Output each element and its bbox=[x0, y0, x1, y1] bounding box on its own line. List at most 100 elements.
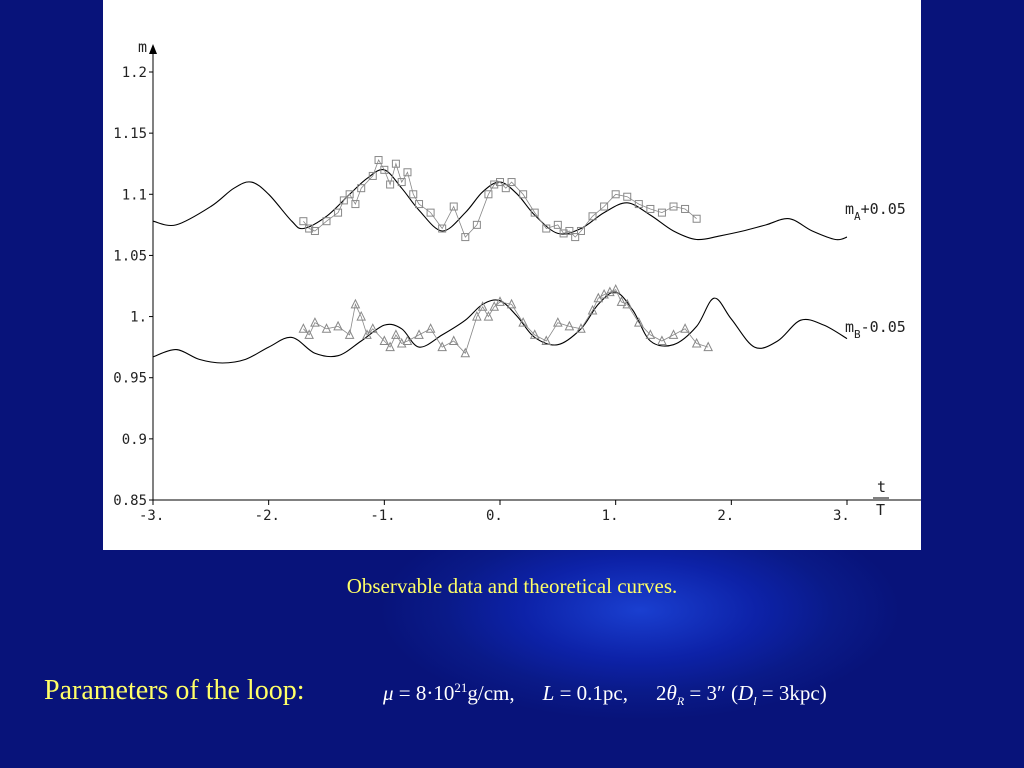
data-point-triangle bbox=[599, 288, 609, 299]
data-point-triangle bbox=[472, 310, 482, 321]
theta-symbol: θ bbox=[666, 681, 677, 705]
observed-series-square bbox=[299, 156, 701, 242]
chart-svg: -3. -2. -1. 0. 1. 2. 3. 0.85 0.9 0.95 1. 1.05 1.1 1.1… bbox=[113, 38, 921, 524]
data-point-square bbox=[565, 226, 574, 235]
data-point-square bbox=[461, 233, 470, 242]
data-point-triangle bbox=[576, 323, 586, 333]
chart-panel: -3. -2. -1. 0. 1. 2. 3. 0.85 0.9 0.95 1. 1.05 1.1 1.1… bbox=[103, 0, 921, 550]
data-point-square bbox=[634, 200, 643, 209]
data-point-triangle bbox=[356, 310, 367, 321]
data-point-square bbox=[409, 190, 418, 199]
data-point-triangle bbox=[425, 323, 436, 333]
distance-symbol: D bbox=[738, 681, 754, 705]
series-label-b-rest: -0.05 bbox=[861, 318, 906, 336]
y-tick-label: 0.85 bbox=[113, 493, 147, 509]
data-point-square bbox=[501, 184, 510, 193]
data-point-square bbox=[449, 202, 458, 211]
data-point-triangle bbox=[477, 301, 488, 311]
data-point-square bbox=[496, 178, 504, 187]
data-point-square bbox=[380, 165, 389, 174]
data-point-square bbox=[472, 220, 481, 229]
mu-unit: g/cm, bbox=[467, 681, 515, 705]
data-point-triangle bbox=[362, 329, 372, 339]
y-tick-label: 1.05 bbox=[113, 248, 147, 264]
distance-value: = 3kpc) bbox=[756, 681, 827, 705]
series-label-a-sub: A bbox=[854, 210, 861, 223]
x-tick-label: 3. bbox=[833, 508, 850, 524]
data-point-square bbox=[519, 190, 528, 199]
data-point-triangle bbox=[350, 298, 361, 309]
mu-exponent: 21 bbox=[454, 680, 468, 695]
data-point-triangle bbox=[304, 329, 314, 339]
data-point-triangle bbox=[633, 317, 644, 327]
data-point-triangle bbox=[333, 320, 343, 331]
data-point-square bbox=[426, 208, 435, 217]
data-point-square bbox=[351, 200, 360, 209]
data-point-triangle bbox=[610, 284, 621, 294]
data-point-triangle bbox=[616, 296, 627, 306]
data-point-triangle bbox=[553, 317, 563, 327]
data-point-triangle bbox=[703, 341, 714, 352]
data-point-triangle bbox=[541, 335, 552, 346]
data-point-square bbox=[357, 184, 366, 193]
data-point-square bbox=[374, 156, 383, 165]
x-axis-label-denominator: T bbox=[876, 501, 885, 519]
data-point-square bbox=[305, 224, 314, 233]
data-point-triangle bbox=[385, 341, 395, 352]
data-point-triangle bbox=[668, 329, 679, 339]
series-label-b: mB-0.05 bbox=[845, 318, 906, 341]
data-point-square bbox=[657, 208, 666, 217]
data-point-triangle bbox=[483, 310, 494, 321]
data-point-square bbox=[588, 212, 597, 221]
figure-caption: Observable data and theoretical curves. bbox=[346, 574, 678, 598]
x-tick-label: -2. bbox=[255, 508, 280, 524]
x-tick-label: -1. bbox=[370, 508, 395, 524]
data-point-triangle bbox=[587, 304, 598, 315]
data-point-square bbox=[484, 190, 493, 199]
data-point-square bbox=[438, 224, 447, 233]
data-point-triangle bbox=[437, 341, 447, 352]
data-point-square bbox=[310, 226, 319, 235]
y-tick-label: 1.1 bbox=[122, 187, 147, 203]
data-point-square bbox=[559, 229, 568, 238]
series-label-b-sub: B bbox=[854, 328, 861, 341]
data-point-triangle bbox=[645, 329, 656, 339]
data-point-square bbox=[339, 196, 348, 205]
distance-subscript: l bbox=[753, 694, 757, 709]
mu-value: = 8·10 bbox=[393, 681, 455, 705]
y-tick-label: 0.9 bbox=[122, 432, 147, 448]
data-point-triangle bbox=[506, 298, 517, 309]
data-point-triangle bbox=[298, 323, 309, 333]
series-label-a: mA+0.05 bbox=[845, 200, 906, 223]
data-point-square bbox=[681, 204, 690, 213]
length-symbol: L bbox=[542, 681, 555, 705]
data-point-square bbox=[669, 202, 678, 211]
data-point-triangle bbox=[518, 317, 528, 327]
axis-ticks: -3. -2. -1. 0. 1. 2. 3. 0.85 0.9 0.95 1. 1.05 1.1 1.1… bbox=[113, 65, 850, 524]
data-point-square bbox=[403, 168, 412, 177]
parameters-formula: μ = 8·1021g/cm, L = 0.1pc, 2θR = 3″ (Dl = … bbox=[383, 680, 827, 709]
data-point-triangle bbox=[529, 329, 540, 339]
data-point-square bbox=[397, 178, 406, 187]
data-point-square bbox=[542, 224, 551, 233]
data-point-triangle bbox=[448, 335, 459, 346]
data-point-square bbox=[553, 220, 562, 229]
series-label-b-main: m bbox=[845, 318, 854, 336]
observed-connector-line bbox=[303, 289, 709, 355]
data-point-triangle bbox=[657, 335, 667, 346]
data-point-square bbox=[530, 208, 539, 217]
data-point-square bbox=[611, 190, 620, 199]
mu-symbol: μ bbox=[383, 681, 394, 705]
data-point-square bbox=[507, 178, 516, 187]
x-tick-label: 1. bbox=[602, 508, 619, 524]
data-point-square bbox=[576, 226, 585, 235]
observed-series-triangle bbox=[298, 284, 714, 358]
chart-axes bbox=[149, 44, 921, 501]
x-tick-label: 2. bbox=[717, 508, 734, 524]
data-point-square bbox=[334, 208, 343, 217]
y-tick-label: 0.95 bbox=[113, 371, 147, 387]
theta-subscript: R bbox=[676, 694, 685, 709]
data-point-triangle bbox=[344, 329, 355, 339]
theta-value: = 3″ ( bbox=[684, 681, 739, 705]
series-label-a-rest: +0.05 bbox=[861, 200, 906, 218]
